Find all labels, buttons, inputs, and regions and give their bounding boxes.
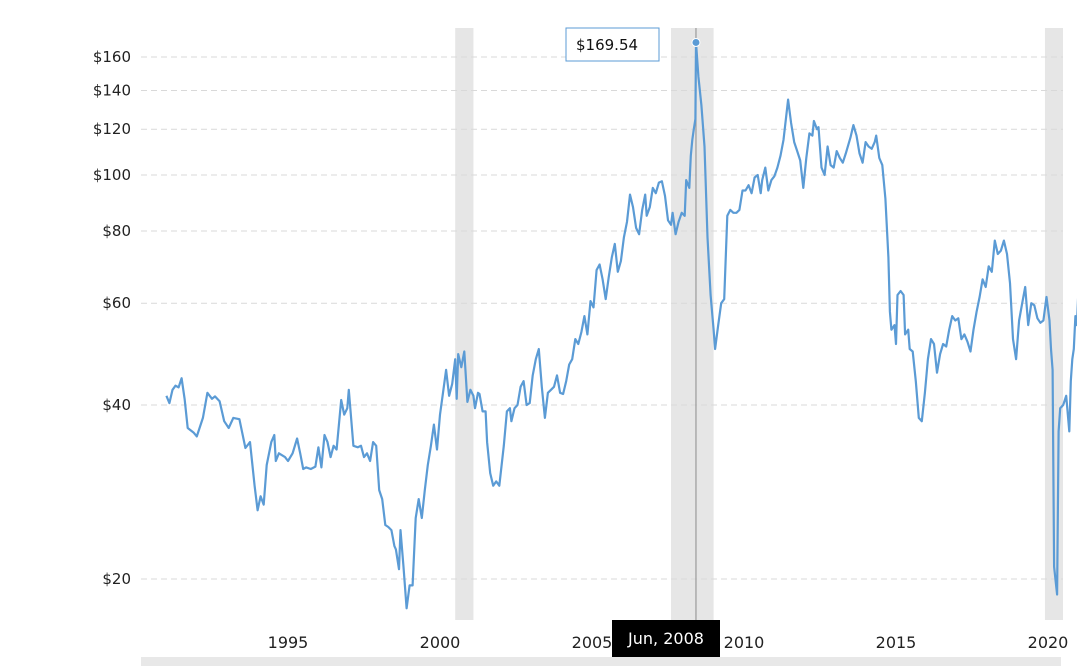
y-tick-label: $60	[102, 294, 131, 312]
x-tick-label: 2005	[572, 633, 613, 652]
x-tick-label: 1995	[268, 633, 309, 652]
recession-band	[671, 28, 714, 620]
y-tick-label: $20	[102, 570, 131, 588]
y-tick-label: $40	[102, 396, 131, 414]
tooltip-marker	[691, 37, 701, 47]
recession-bands	[455, 28, 1063, 620]
tooltip: $169.54	[565, 27, 701, 62]
recession-band	[455, 28, 474, 620]
x-tick-label: 2020	[1028, 633, 1069, 652]
series-line	[165, 41, 1077, 610]
y-tick-label: $100	[93, 166, 131, 184]
y-axis-ticks: $20 $40 $60 $80 $100 $120 $140 $160	[93, 48, 131, 588]
x-tick-label: 2015	[876, 633, 917, 652]
x-tick-label: 2010	[724, 633, 765, 652]
y-tick-label: $140	[93, 82, 131, 100]
x-tick-label: 2000	[420, 633, 461, 652]
tooltip-value: $169.54	[576, 36, 638, 54]
x-date-flag-box	[612, 620, 720, 658]
series-layer	[165, 41, 1077, 610]
y-gridlines	[141, 56, 1063, 580]
x-date-flag-label: Jun, 2008	[627, 629, 704, 648]
y-tick-label: $160	[93, 48, 131, 66]
tooltip-box	[565, 27, 660, 62]
y-tick-label: $120	[93, 120, 131, 138]
y-tick-label: $80	[102, 222, 131, 240]
x-date-flag: Jun, 2008	[612, 620, 720, 658]
navigator-bar[interactable]	[141, 657, 1061, 666]
x-axis-ticks: 1995 2000 2005 2010 2015 2020	[268, 633, 1069, 652]
